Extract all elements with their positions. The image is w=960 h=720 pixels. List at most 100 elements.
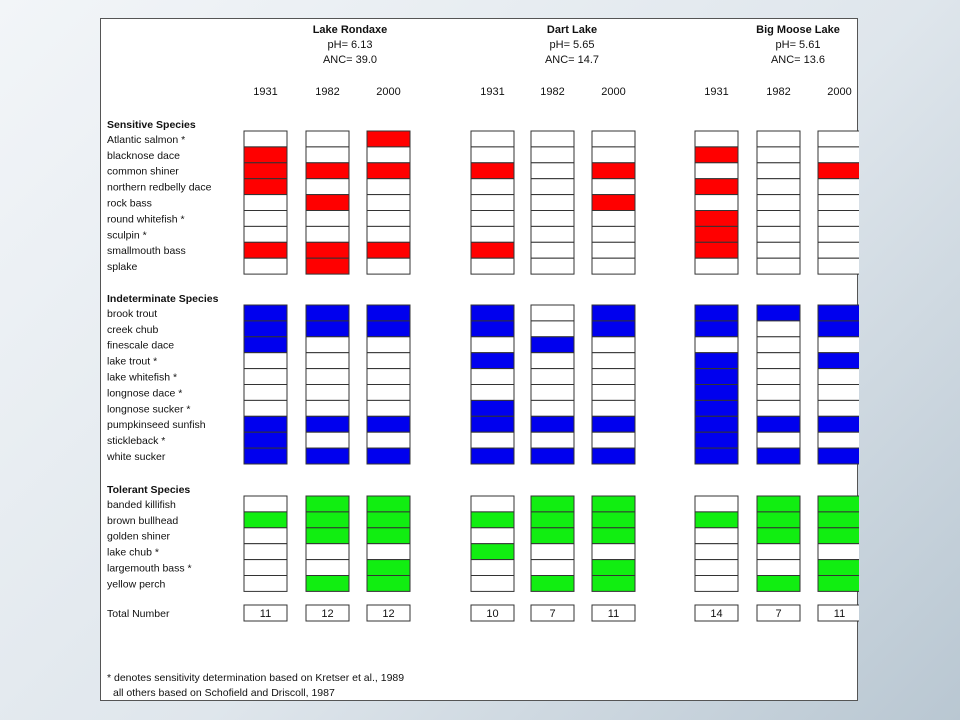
- presence-cell-absent: [817, 194, 859, 212]
- presence-cell-absent: [817, 336, 859, 354]
- presence-cell-absent: [470, 257, 515, 275]
- presence-cell-present: [817, 559, 859, 576]
- presence-cell-present: [305, 415, 350, 433]
- presence-cell-absent: [470, 495, 515, 513]
- presence-cell-absent: [366, 225, 411, 243]
- presence-cell-present: [530, 495, 575, 513]
- presence-cell-present: [305, 241, 350, 259]
- presence-cell-present: [591, 162, 636, 180]
- presence-cell-absent: [817, 431, 859, 449]
- presence-cell-present: [366, 575, 411, 592]
- presence-cell-present: [817, 527, 859, 545]
- presence-cell-present: [305, 320, 350, 338]
- presence-cell-absent: [530, 194, 575, 212]
- presence-cell-absent: [530, 130, 575, 148]
- presence-cell-present: [366, 304, 411, 322]
- presence-cell-absent: [591, 431, 636, 449]
- presence-cell-present: [591, 511, 636, 529]
- presence-cell-present: [243, 162, 288, 180]
- presence-cell-absent: [817, 384, 859, 401]
- presence-cell-present: [756, 511, 801, 529]
- presence-cell-present: [817, 511, 859, 529]
- presence-cell-present: [817, 304, 859, 322]
- total-cell: [694, 604, 739, 622]
- year-label: 2000: [601, 86, 625, 98]
- presence-cell-absent: [243, 559, 288, 576]
- lake-ph: pH= 5.61: [776, 39, 821, 51]
- presence-cell-absent: [756, 543, 801, 561]
- presence-cell-present: [305, 257, 350, 275]
- presence-cell-absent: [756, 384, 801, 401]
- presence-cell-absent: [694, 162, 739, 180]
- year-label: 1982: [315, 86, 339, 98]
- species-label: Atlantic salmon *: [107, 134, 185, 146]
- presence-cell-absent: [817, 146, 859, 164]
- presence-cell-absent: [817, 130, 859, 148]
- presence-cell-absent: [817, 225, 859, 243]
- presence-cell-absent: [591, 225, 636, 243]
- presence-cell-present: [366, 447, 411, 465]
- presence-cell-absent: [756, 241, 801, 259]
- presence-cell-present: [305, 194, 350, 212]
- presence-cell-absent: [817, 210, 859, 227]
- total-value: 11: [608, 608, 619, 620]
- lake-ph: pH= 6.13: [328, 39, 373, 51]
- presence-cell-absent: [530, 257, 575, 275]
- presence-cell-present: [366, 320, 411, 338]
- species-label: largemouth bass *: [107, 563, 192, 575]
- presence-cell-absent: [694, 495, 739, 513]
- presence-cell-present: [694, 368, 739, 386]
- presence-cell-present: [470, 304, 515, 322]
- presence-cell-absent: [694, 336, 739, 354]
- presence-cell-present: [366, 527, 411, 545]
- presence-cell-absent: [243, 368, 288, 386]
- total-value: 11: [260, 608, 271, 620]
- presence-cell-absent: [305, 431, 350, 449]
- presence-cell-absent: [470, 575, 515, 592]
- presence-cell-absent: [694, 257, 739, 275]
- presence-cell-absent: [470, 210, 515, 227]
- presence-cell-present: [366, 415, 411, 433]
- footnote-line-1: * denotes sensitivity determination base…: [107, 672, 404, 684]
- presence-cell-present: [243, 241, 288, 259]
- presence-cell-present: [817, 447, 859, 465]
- presence-cell-absent: [530, 146, 575, 164]
- species-label: golden shiner: [107, 531, 171, 543]
- presence-cell-absent: [591, 210, 636, 227]
- presence-cell-absent: [305, 178, 350, 196]
- year-label: 1982: [540, 86, 564, 98]
- presence-cell-present: [756, 527, 801, 545]
- presence-cell-present: [243, 447, 288, 465]
- total-cell: [817, 604, 859, 622]
- species-label: common shiner: [107, 166, 179, 178]
- presence-cell-present: [470, 415, 515, 433]
- presence-cell-present: [530, 336, 575, 354]
- year-label: 2000: [376, 86, 400, 98]
- presence-cell-absent: [366, 257, 411, 275]
- presence-cell-present: [817, 352, 859, 370]
- presence-cell-absent: [243, 130, 288, 148]
- presence-cell-present: [817, 162, 859, 180]
- species-label: banded killifish: [107, 499, 176, 511]
- presence-cell-present: [305, 575, 350, 592]
- presence-cell-present: [305, 527, 350, 545]
- presence-cell-absent: [305, 368, 350, 386]
- presence-cell-present: [366, 130, 411, 148]
- presence-cell-present: [694, 304, 739, 322]
- total-label: Total Number: [107, 608, 170, 620]
- year-label: 2000: [827, 86, 851, 98]
- species-label: splake: [107, 261, 138, 273]
- presence-cell-absent: [591, 336, 636, 354]
- total-cell: [243, 604, 288, 622]
- species-label: finescale dace: [107, 340, 174, 352]
- total-value: 11: [834, 608, 845, 620]
- lake-ph: pH= 5.65: [550, 39, 595, 51]
- presence-cell-absent: [756, 336, 801, 354]
- presence-cell-present: [366, 559, 411, 576]
- presence-cell-absent: [530, 225, 575, 243]
- presence-cell-absent: [305, 225, 350, 243]
- presence-cell-present: [756, 447, 801, 465]
- presence-cell-present: [305, 511, 350, 529]
- presence-cell-absent: [756, 257, 801, 275]
- presence-cell-absent: [366, 210, 411, 227]
